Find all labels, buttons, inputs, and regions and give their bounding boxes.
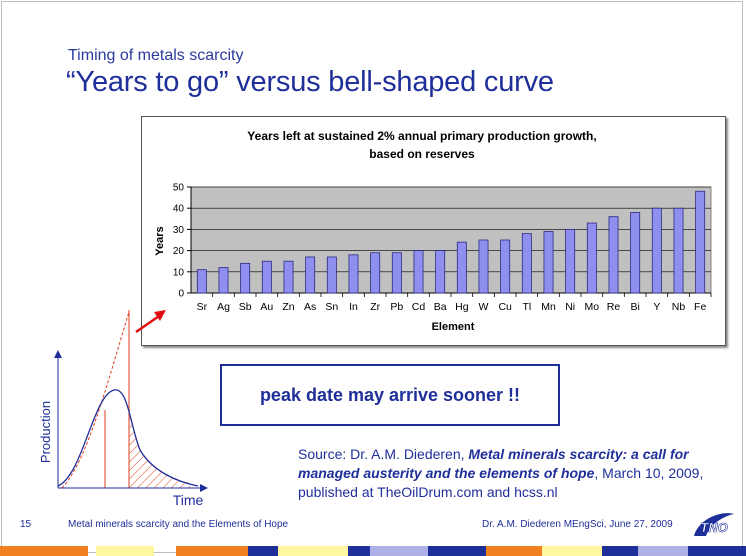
bar-sr	[196, 269, 207, 294]
bar-segment-navy-3	[428, 546, 486, 556]
x-tick-label-mn: Mn	[541, 301, 556, 313]
bar-segment-orange-1	[0, 546, 88, 556]
x-tick-label-bi: Bi	[630, 301, 639, 313]
x-tick-label-cu: Cu	[498, 301, 512, 313]
bar-w	[478, 239, 489, 294]
bar-mn	[543, 231, 554, 294]
chart-y-axis-label: Years	[154, 226, 166, 255]
bar-segment-yellow-3	[542, 546, 602, 556]
x-tick-label-sn: Sn	[325, 301, 338, 313]
x-tick-label-y: Y	[653, 301, 660, 313]
steep-dashed-curve	[61, 311, 130, 489]
bar-segment-navy-1	[248, 546, 278, 556]
depletion-hatch-area	[129, 310, 193, 488]
x-tick-label-ni: Ni	[565, 301, 575, 313]
x-tick-label-sr: Sr	[197, 301, 208, 313]
bar-chart-svg: Years left at sustained 2% annual primar…	[154, 129, 712, 333]
bar-ag	[218, 267, 229, 294]
bar-segment-navy-4	[602, 546, 638, 556]
bar-chart: Years left at sustained 2% annual primar…	[141, 116, 726, 346]
y-tick-label: 20	[173, 246, 185, 257]
source-title: Metal minerals scarcity: a call for mana…	[298, 446, 689, 481]
bar-y	[651, 207, 662, 294]
source-suffix: , March 10, 2009, published at TheOilDru…	[298, 465, 704, 500]
y-tick-label: 30	[173, 225, 185, 236]
bar-pb	[391, 252, 402, 294]
bar-bi	[630, 212, 641, 294]
source-citation: Source: Dr. A.M. Diederen, Metal mineral…	[298, 445, 728, 502]
x-tick-label-sb: Sb	[239, 301, 252, 313]
bell-x-label: Time	[173, 492, 204, 508]
tno-logo-text: TNO	[700, 520, 727, 535]
slide-title: “Years to go” versus bell-shaped curve	[66, 66, 554, 98]
bar-au	[261, 260, 272, 294]
y-tick-label: 10	[173, 267, 185, 278]
x-tick-label-ag: Ag	[217, 301, 230, 313]
bar-zr	[370, 252, 381, 294]
bell-y-axis-arrow	[54, 350, 62, 358]
x-tick-label-fe: Fe	[694, 301, 706, 313]
x-tick-label-re: Re	[607, 301, 621, 313]
x-tick-label-zr: Zr	[370, 301, 380, 313]
bell-curve	[57, 389, 199, 487]
bar-nb	[673, 207, 684, 294]
x-tick-label-pb: Pb	[390, 301, 403, 313]
bar-sb	[240, 262, 251, 294]
bar-re	[608, 216, 619, 294]
bar-cd	[413, 250, 424, 294]
tno-logo: TNO	[694, 513, 734, 536]
x-tick-label-as: As	[304, 301, 316, 313]
bar-segment-lavender-1	[370, 546, 428, 556]
y-tick-label: 50	[173, 183, 185, 194]
bar-segment-yellow-2	[278, 546, 348, 556]
bar-ba	[435, 250, 446, 294]
bar-ni	[565, 229, 576, 294]
x-tick-label-zn: Zn	[282, 301, 294, 313]
footer-title: Metal minerals scarcity and the Elements…	[68, 519, 289, 530]
x-tick-label-nb: Nb	[672, 301, 686, 313]
bar-cu	[500, 239, 511, 294]
x-tick-label-mo: Mo	[585, 301, 600, 313]
bar-segment-navy-2	[348, 546, 370, 556]
bottom-color-bar	[0, 546, 746, 556]
bar-segment-orange-3	[486, 546, 542, 556]
red-arrow-head	[154, 310, 166, 321]
x-tick-label-hg: Hg	[455, 301, 469, 313]
slide-subtitle: Timing of metals scarcity	[68, 47, 244, 64]
x-tick-label-w: W	[479, 301, 489, 313]
x-tick-label-in: In	[349, 301, 358, 313]
bar-in	[348, 254, 359, 294]
source-prefix: Source: Dr. A.M. Diederen,	[298, 446, 469, 462]
bar-tl	[521, 233, 532, 294]
bar-fe	[695, 190, 706, 294]
bar-sn	[326, 256, 337, 294]
y-tick-label: 40	[173, 204, 185, 215]
bar-segment-orange-2	[176, 546, 248, 556]
chart-title-line2: based on reserves	[369, 147, 475, 161]
bell-y-label: Production	[38, 401, 53, 463]
bar-zn	[283, 260, 294, 294]
x-tick-label-tl: Tl	[522, 301, 531, 313]
chart-title-line1: Years left at sustained 2% annual primar…	[247, 129, 596, 143]
bar-segment-navy-5	[688, 546, 746, 556]
bar-hg	[456, 241, 467, 294]
callout-box: peak date may arrive sooner !!	[220, 364, 560, 426]
y-tick-label: 0	[178, 289, 184, 300]
bell-x-axis-arrow	[200, 484, 208, 492]
bar-mo	[586, 222, 597, 294]
bar-as	[305, 256, 316, 294]
bell-curve-diagram: Production Time	[38, 310, 208, 508]
x-tick-label-cd: Cd	[412, 301, 426, 313]
bar-segment-yellow-1	[96, 546, 154, 556]
page-number: 15	[20, 519, 32, 530]
x-tick-label-ba: Ba	[434, 301, 447, 313]
chart-x-axis-label: Element	[432, 321, 475, 333]
x-tick-label-au: Au	[260, 301, 273, 313]
bar-segment-lavender-2	[638, 546, 688, 556]
footer-author-date: Dr. A.M. Diederen MEngSci, June 27, 2009	[482, 519, 673, 530]
